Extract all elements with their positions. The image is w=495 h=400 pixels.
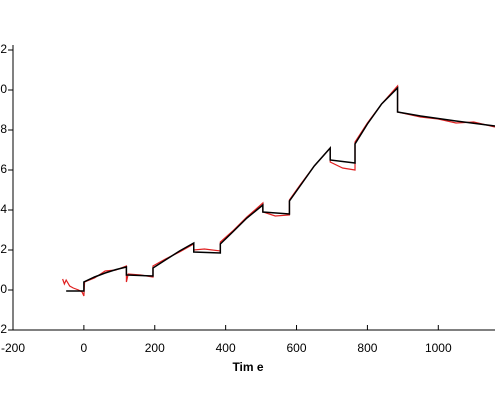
- y-tick-label: 12: [0, 42, 7, 56]
- x-tick-label: -200: [1, 341, 25, 355]
- x-tick-label: 600: [287, 341, 307, 355]
- y-tick-label: 8: [0, 122, 7, 136]
- x-tick-label: 200: [145, 341, 165, 355]
- x-axis-label: Tim e: [232, 360, 263, 374]
- x-tick-label: 0: [81, 341, 88, 355]
- x-tick-label: 1000: [425, 341, 452, 355]
- series-line: [66, 86, 495, 292]
- x-tick-label: 800: [357, 341, 377, 355]
- y-tick-label: 10: [0, 82, 7, 96]
- y-tick-label: 4: [0, 202, 7, 216]
- x-tick-label: 400: [216, 341, 236, 355]
- y-tick-label: 0: [0, 282, 7, 296]
- y-tick-label: 2: [0, 242, 7, 256]
- y-tick-label: -2: [0, 322, 7, 336]
- y-tick-label: 6: [0, 162, 7, 176]
